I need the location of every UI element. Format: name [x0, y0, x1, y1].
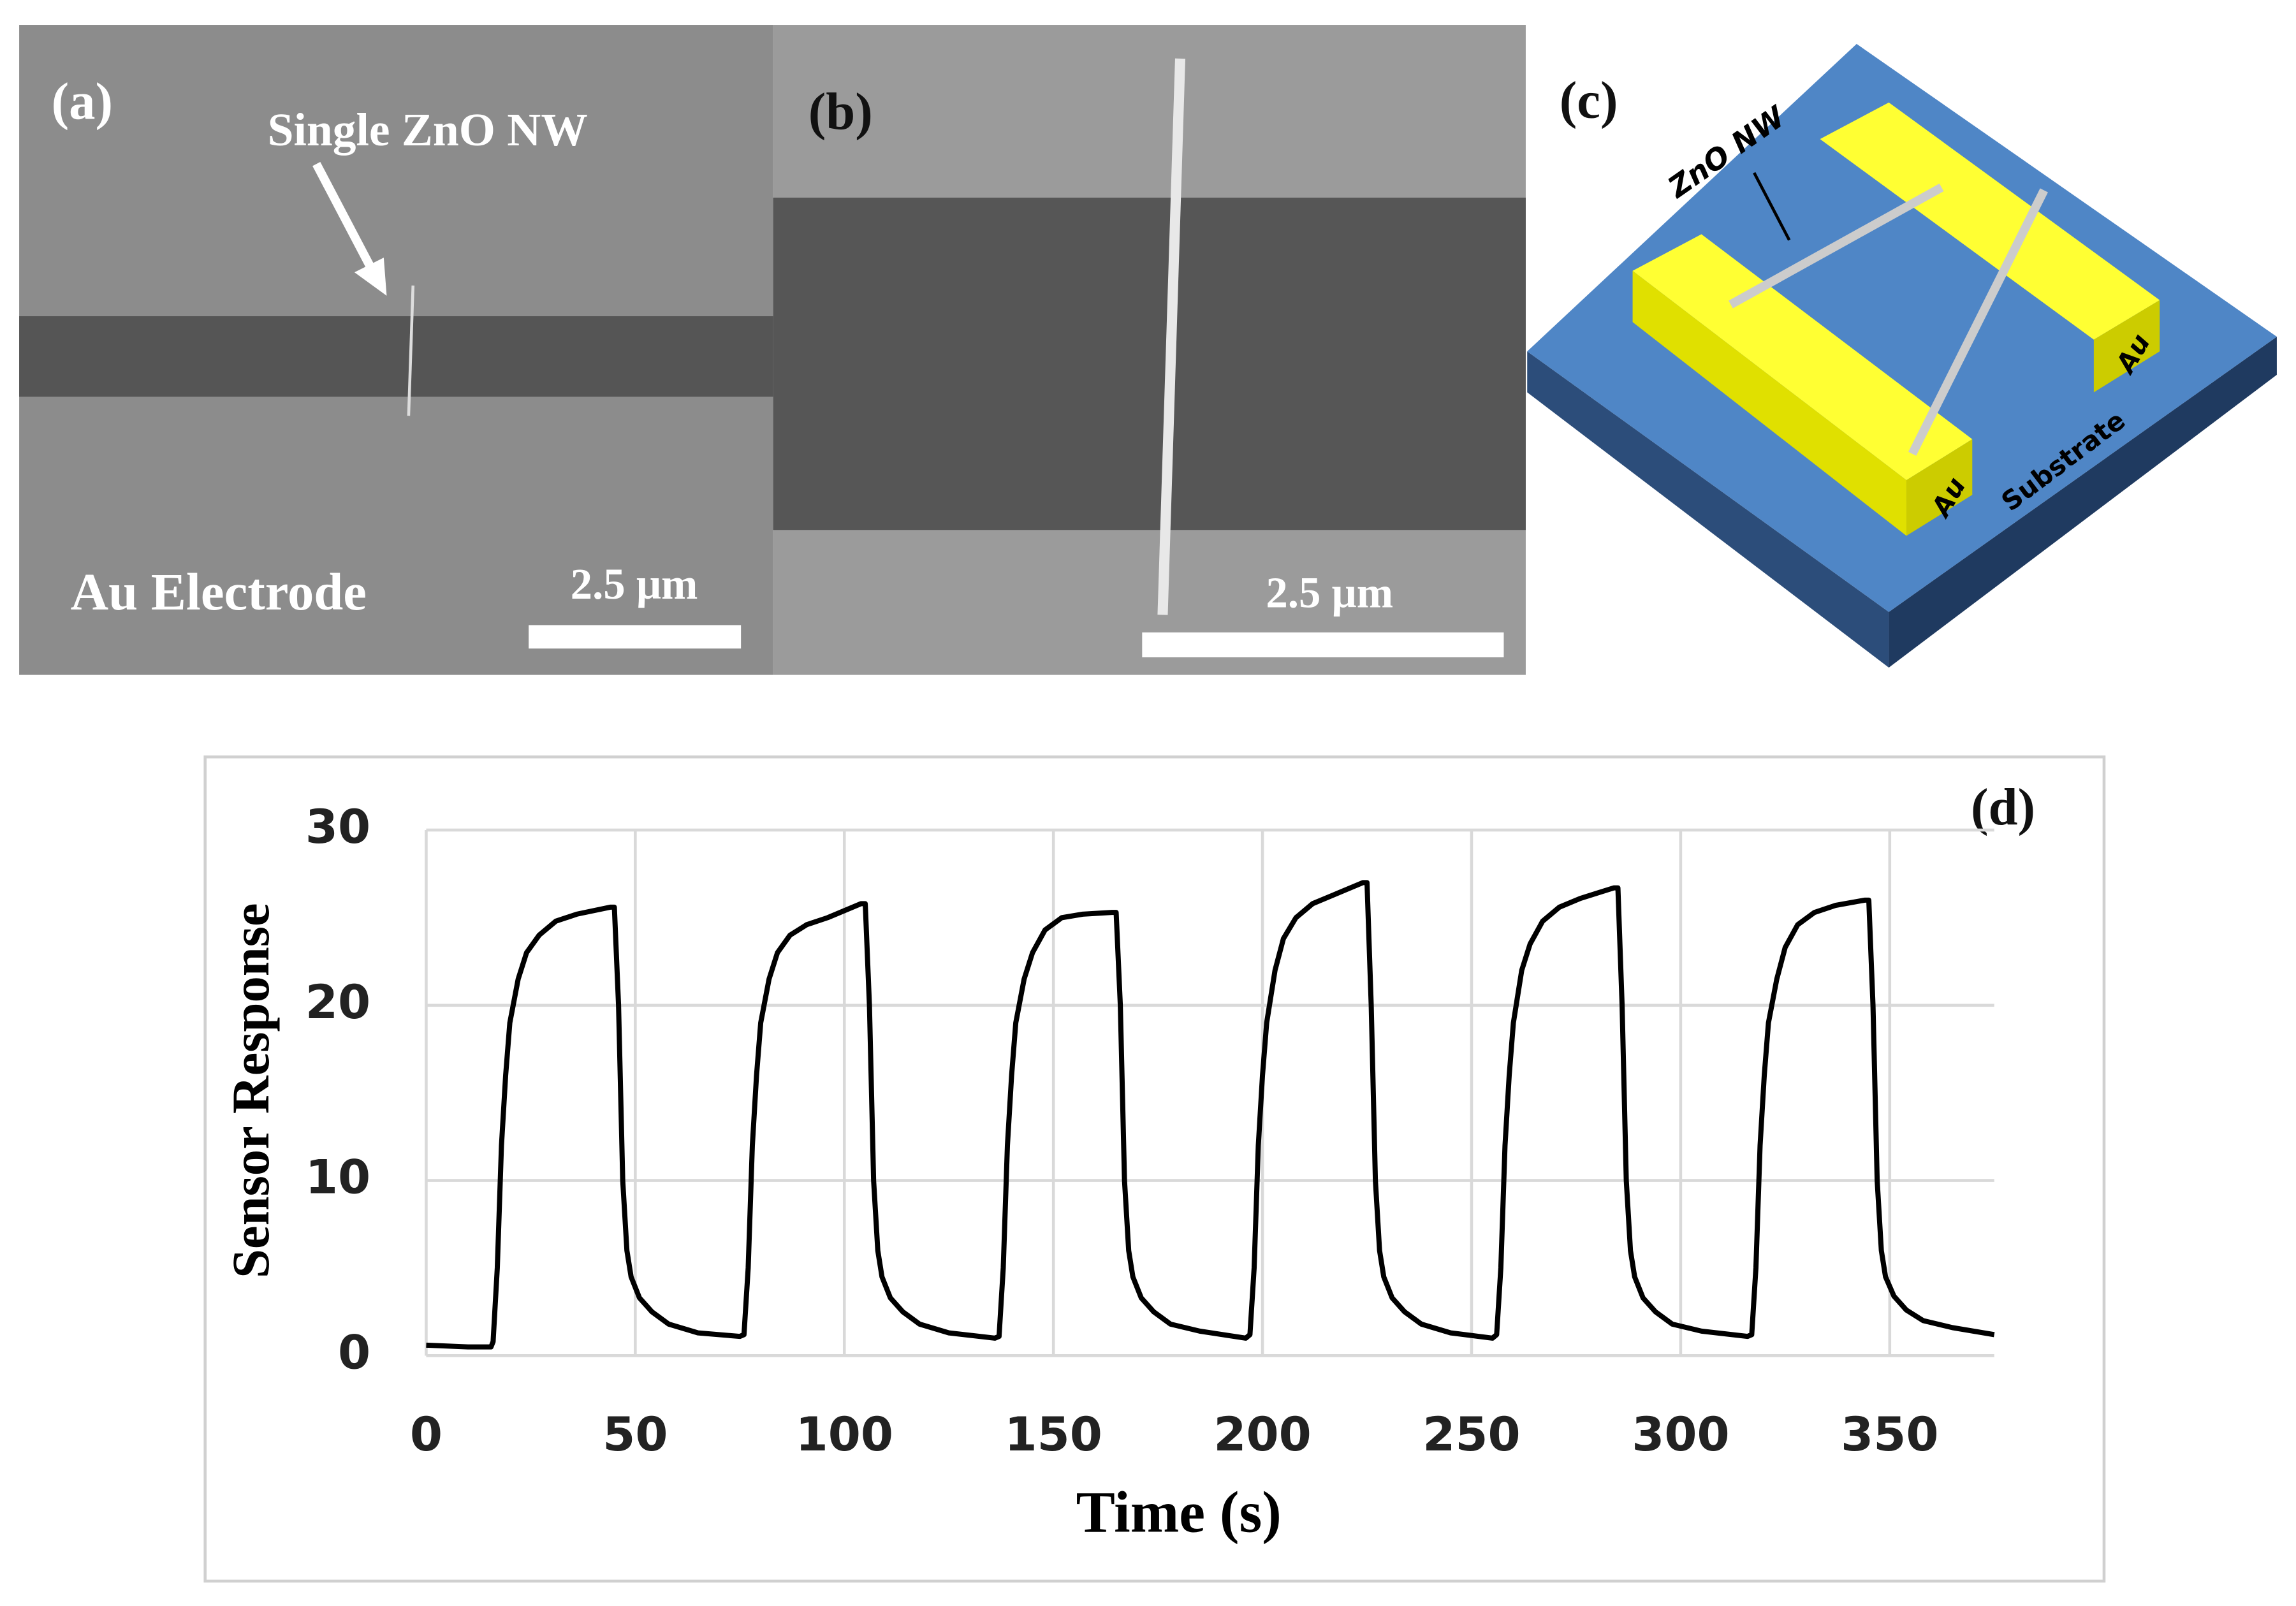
nanowire — [407, 285, 415, 416]
y-tick-label: 30 — [305, 800, 370, 854]
x-axis-label: Time (s) — [1076, 1479, 1282, 1544]
panel-label: (c) — [1560, 70, 1618, 129]
panel-label: (b) — [808, 82, 873, 141]
pointer — [1753, 172, 1791, 241]
arrow-head — [354, 258, 387, 296]
scale-label: 2.5 μm — [571, 560, 698, 608]
panel-b: (b) 2.5 μm — [773, 25, 1526, 675]
x-tick-label: 50 — [603, 1408, 668, 1462]
x-tick-label: 100 — [796, 1408, 893, 1462]
electrode-side — [1906, 439, 1973, 536]
electrode-side — [2093, 300, 2160, 393]
x-tick-label: 150 — [1004, 1408, 1102, 1462]
chart-frame — [203, 755, 2106, 1583]
substrate — [1527, 43, 2277, 612]
nanowire — [1908, 188, 2048, 456]
electrode — [1820, 102, 2160, 340]
y-tick-label: 10 — [305, 1151, 370, 1205]
panel-label: (a) — [52, 72, 113, 131]
electrode-front — [1632, 270, 1906, 536]
gap — [19, 316, 773, 397]
panel-a: (a) Single ZnO NW Au Electrode 2.5 μm — [19, 25, 773, 675]
substrate-side — [1889, 337, 2277, 668]
y-tick-label: 20 — [305, 975, 370, 1030]
y-tick-label: 0 — [338, 1325, 370, 1380]
substrate-side — [1527, 351, 1889, 668]
x-tick-label: 0 — [410, 1408, 442, 1462]
x-tick-label: 300 — [1632, 1408, 1729, 1462]
caption: Au Electrode — [70, 562, 367, 621]
electrode — [1632, 234, 1973, 481]
x-tick-label: 350 — [1841, 1408, 1938, 1462]
scale-label: 2.5 μm — [1266, 569, 1393, 617]
x-tick-label: 250 — [1422, 1408, 1520, 1462]
data-line — [426, 880, 1995, 1350]
y-axis-label: Sensor Response — [221, 903, 280, 1278]
scale-bar — [529, 625, 742, 649]
gap — [773, 197, 1526, 530]
arrow — [312, 161, 382, 284]
x-tick-label: 200 — [1213, 1408, 1311, 1462]
scale-bar — [1142, 632, 1504, 658]
panel-c: (c) ZnO NW Au Au Substrate — [1527, 43, 2277, 668]
nanowire — [1729, 183, 1944, 309]
annotation: (d) — [1971, 777, 2035, 836]
annotation: Single ZnO NW — [268, 104, 588, 156]
nanowire — [1157, 58, 1186, 615]
